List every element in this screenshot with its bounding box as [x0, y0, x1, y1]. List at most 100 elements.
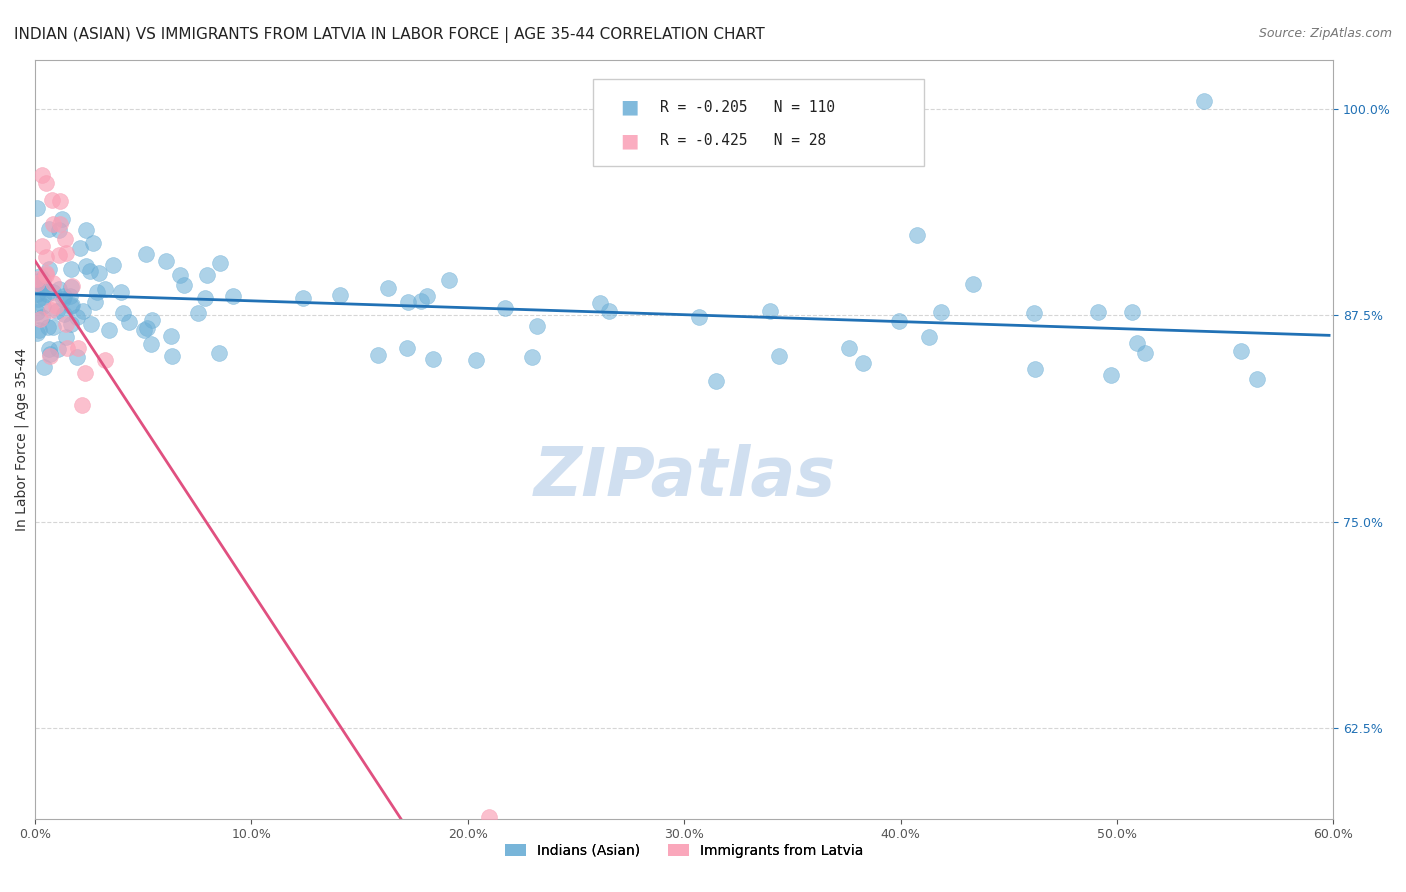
- Point: [59, 317, 82, 331]
- Point: [30, 311, 52, 326]
- Point: [55, 245, 77, 260]
- Point: [38, 347, 60, 361]
- Point: [1192, 94, 1215, 108]
- Point: [59, 279, 82, 293]
- Point: [1087, 304, 1109, 318]
- Point: [32, 299, 55, 313]
- Point: [187, 306, 209, 320]
- Point: [55, 317, 77, 331]
- Point: [42, 276, 65, 290]
- Point: [135, 247, 157, 261]
- Point: [31, 239, 53, 253]
- Point: [688, 310, 710, 325]
- Point: [27, 292, 49, 306]
- Point: [25, 277, 48, 291]
- Point: [110, 285, 132, 299]
- Text: ZIPatlas: ZIPatlas: [533, 444, 835, 510]
- Point: [25, 304, 48, 318]
- Point: [31, 272, 53, 286]
- Y-axis label: In Labor Force | Age 35-44: In Labor Force | Age 35-44: [15, 348, 30, 531]
- Point: [437, 272, 460, 286]
- Point: [42, 320, 65, 334]
- Legend: Indians (Asian), Immigrants from Latvia: Indians (Asian), Immigrants from Latvia: [498, 837, 870, 864]
- Point: [25, 326, 48, 341]
- Point: [208, 256, 231, 270]
- Point: [51, 211, 73, 226]
- Point: [94, 353, 117, 368]
- Point: [52, 289, 75, 303]
- Point: [1133, 346, 1156, 360]
- Point: [918, 330, 941, 344]
- Point: [117, 315, 139, 329]
- Point: [52, 293, 75, 307]
- Point: [59, 262, 82, 277]
- Point: [86, 285, 108, 299]
- Point: [34, 281, 56, 295]
- Point: [27, 286, 49, 301]
- Point: [69, 241, 91, 255]
- Point: [411, 293, 433, 308]
- Point: [962, 277, 984, 291]
- Point: [905, 228, 928, 243]
- Point: [139, 337, 162, 351]
- Point: [38, 262, 60, 277]
- Point: [416, 289, 439, 303]
- Point: [46, 342, 69, 356]
- Point: [60, 297, 83, 311]
- Point: [193, 291, 215, 305]
- Point: [38, 349, 60, 363]
- Point: [526, 319, 548, 334]
- Point: [32, 273, 55, 287]
- Text: R = -0.425   N = 28: R = -0.425 N = 28: [659, 133, 825, 148]
- Point: [35, 177, 58, 191]
- Point: [520, 350, 543, 364]
- Point: [852, 356, 875, 370]
- Point: [48, 282, 70, 296]
- Point: [31, 290, 53, 304]
- Point: [28, 323, 51, 337]
- Point: [160, 349, 183, 363]
- Point: [55, 330, 77, 344]
- Point: [60, 278, 83, 293]
- Point: [66, 310, 89, 325]
- Point: [136, 321, 159, 335]
- Point: [329, 288, 352, 302]
- Point: [111, 305, 134, 319]
- Point: [292, 291, 315, 305]
- Point: [25, 201, 48, 215]
- Point: [37, 319, 59, 334]
- Point: [134, 323, 156, 337]
- Point: [889, 314, 911, 328]
- Point: [56, 341, 79, 355]
- Point: [160, 329, 183, 343]
- Point: [38, 342, 60, 356]
- FancyBboxPatch shape: [593, 78, 924, 166]
- Point: [396, 295, 419, 310]
- Point: [75, 367, 97, 381]
- Point: [838, 341, 860, 355]
- Point: [173, 277, 195, 292]
- Point: [464, 353, 486, 368]
- Point: [93, 282, 115, 296]
- Point: [31, 168, 53, 182]
- Point: [39, 303, 62, 318]
- Point: [103, 258, 125, 272]
- Point: [1125, 335, 1147, 350]
- Point: [32, 360, 55, 375]
- Point: [598, 304, 620, 318]
- Text: Source: ZipAtlas.com: Source: ZipAtlas.com: [1258, 27, 1392, 40]
- Point: [422, 351, 444, 366]
- Point: [367, 348, 389, 362]
- Point: [1099, 368, 1122, 382]
- Point: [70, 398, 93, 412]
- Point: [1121, 305, 1143, 319]
- Point: [1246, 372, 1268, 386]
- Point: [44, 299, 66, 313]
- Point: [1229, 343, 1251, 358]
- Point: [208, 346, 231, 360]
- Point: [84, 295, 107, 310]
- Point: [377, 281, 399, 295]
- Point: [89, 266, 111, 280]
- Point: [1024, 361, 1046, 376]
- Point: [31, 279, 53, 293]
